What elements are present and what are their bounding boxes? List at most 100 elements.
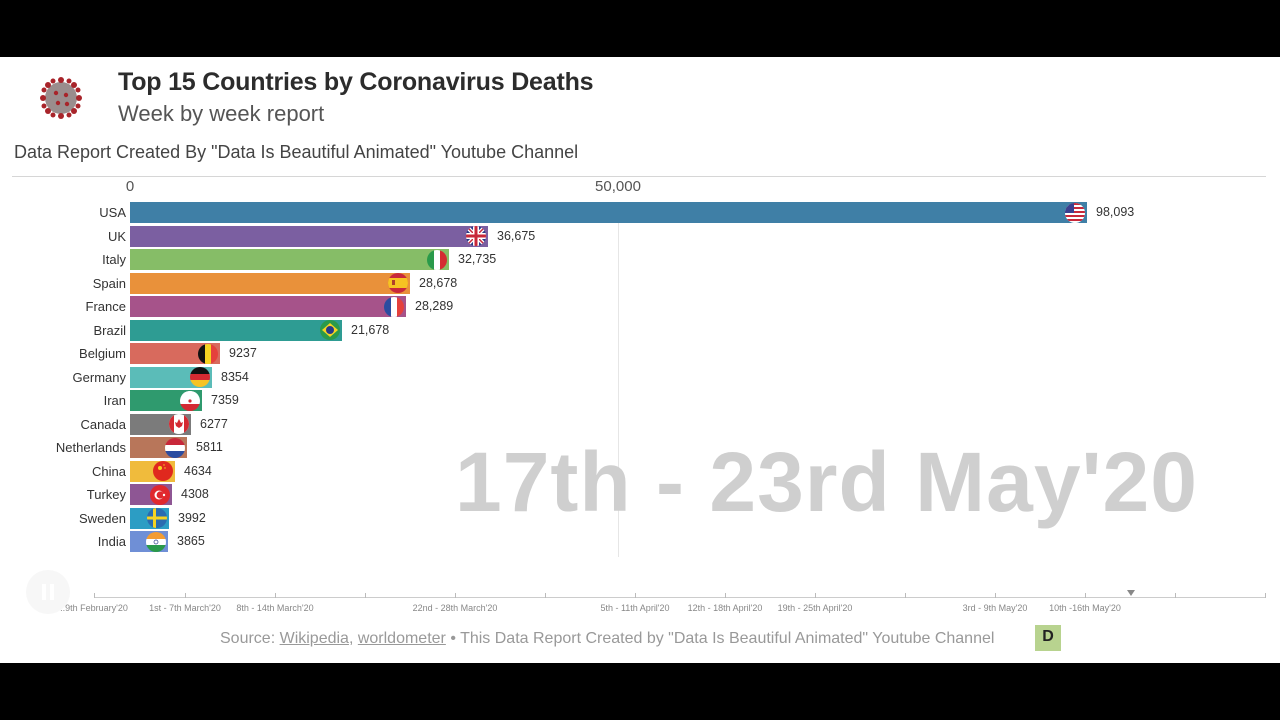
chart-title: Top 15 Countries by Coronavirus Deaths: [118, 68, 594, 96]
header-divider: [12, 176, 1266, 177]
timeline-tick: [275, 593, 276, 598]
current-position-marker-icon[interactable]: [1127, 590, 1135, 596]
row-label-uk: UK: [107, 228, 126, 244]
channel-logo: D: [1035, 625, 1061, 651]
bar-france: [130, 296, 406, 317]
brazil-flag-icon: [320, 320, 340, 340]
timeline-label[interactable]: 22nd - 28th March'20: [412, 603, 498, 613]
bar-canada: [130, 413, 191, 435]
value-label-germany: 8354: [221, 369, 249, 384]
row-label-iran: Iran: [103, 393, 126, 408]
timeline-tick: [635, 593, 636, 598]
canada-flag-icon: [169, 414, 189, 434]
value-label-india: 3865: [177, 534, 205, 548]
source-prefix: Source:: [220, 630, 280, 647]
row-label-brazil: Brazil: [93, 322, 126, 338]
value-label-france: 28,289: [415, 299, 454, 313]
row-label-india: India: [97, 534, 126, 549]
timeline-label[interactable]: 5th - 11th April'20: [600, 603, 670, 613]
row-label-france: France: [85, 299, 126, 314]
timeline-end-tick: [1265, 593, 1266, 598]
coronavirus-icon: [40, 77, 82, 119]
row-label-turkey: Turkey: [86, 487, 126, 502]
source-sep: ,: [348, 630, 358, 647]
worldometer-link[interactable]: worldometer: [357, 630, 446, 647]
row-label-sweden: Sweden: [79, 510, 126, 526]
bar-china: [130, 460, 175, 482]
timeline-label[interactable]: 8th - 14th March'20: [236, 603, 314, 613]
belgium-flag-icon: [198, 343, 218, 364]
spain-flag-icon: [388, 273, 408, 293]
row-label-italy: Italy: [102, 252, 126, 267]
bar-uk: [130, 225, 488, 247]
source-footer: Source: Wikipedia, worldometer • This Da…: [220, 630, 994, 648]
chart-subtitle: Week by week report: [118, 101, 325, 126]
timeline-tick: [815, 593, 816, 598]
turkey-flag-icon: [150, 484, 170, 505]
credit-line: Data Report Created By "Data Is Beautifu…: [14, 142, 579, 162]
row-label-usa: USA: [99, 205, 126, 220]
value-label-italy: 32,735: [458, 252, 497, 266]
row-label-canada: Canada: [80, 416, 126, 432]
value-label-sweden: 3992: [178, 510, 206, 525]
value-label-belgium: 9237: [229, 346, 257, 360]
timeline-label[interactable]: 1st - 7th March'20: [149, 603, 221, 613]
bar-germany: [130, 366, 212, 388]
value-label-iran: 7359: [211, 393, 239, 407]
pause-button[interactable]: [26, 570, 70, 614]
timeline-tick: [185, 593, 186, 598]
period-label: 17th - 23rd May'20: [455, 435, 1198, 529]
timeline-tick: [1085, 593, 1086, 598]
timeline-label[interactable]: 19th - 25th April'20: [777, 603, 853, 613]
timeline-tick: [455, 593, 456, 598]
bar-india: [130, 531, 168, 552]
netherlands-flag-icon: [165, 437, 185, 458]
bar-italy: [130, 249, 449, 270]
timeline-label[interactable]: 3rd - 9th May'20: [962, 603, 1028, 613]
uk-flag-icon: [466, 226, 486, 246]
india-flag-icon: [146, 531, 166, 552]
row-label-spain: Spain: [92, 275, 126, 291]
report-frame: Top 15 Countries by Coronavirus Deaths W…: [0, 57, 1280, 663]
source-suffix: • This Data Report Created by "Data Is B…: [445, 630, 995, 647]
value-label-canada: 6277: [200, 416, 228, 431]
bar-spain: [130, 272, 410, 294]
gridline-50000: [618, 202, 619, 557]
row-label-netherlands: Netherlands: [55, 440, 126, 455]
us-flag-icon: [1065, 202, 1085, 223]
timeline-label[interactable]: 12th - 18th April'20: [687, 603, 763, 613]
value-label-brazil: 21,678: [351, 322, 390, 337]
wikipedia-link[interactable]: Wikipedia: [279, 630, 349, 647]
timeline-label[interactable]: 10th -16th May'20: [1049, 603, 1121, 613]
italy-flag-icon: [427, 249, 447, 270]
bar-netherlands: [130, 437, 187, 458]
bar-brazil: [130, 319, 342, 341]
bar-turkey: [130, 484, 172, 505]
timeline-tick: [545, 593, 546, 598]
timeline-tick: [1175, 593, 1176, 598]
sweden-flag-icon: [147, 508, 167, 528]
value-label-spain: 28,678: [419, 275, 458, 290]
china-flag-icon: [153, 461, 173, 481]
value-label-usa: 98,093: [1096, 205, 1135, 219]
timeline-tick: [995, 593, 996, 598]
timeline-tick: [94, 593, 95, 598]
timeline-label[interactable]: ..9th February'20: [60, 603, 128, 613]
timeline-tick: [365, 593, 366, 598]
bar-usa: [130, 202, 1087, 223]
timeline-tick: [725, 593, 726, 598]
bar-belgium: [130, 343, 220, 364]
timeline-track[interactable]: [94, 597, 1266, 598]
row-label-belgium: Belgium: [79, 346, 126, 361]
axis-tick-0: 0: [125, 178, 135, 195]
value-label-uk: 36,675: [497, 228, 536, 243]
germany-flag-icon: [190, 367, 210, 387]
value-label-turkey: 4308: [181, 487, 209, 501]
value-label-china: 4634: [184, 463, 212, 478]
bar-iran: [130, 390, 202, 411]
timeline-tick: [905, 593, 906, 598]
iran-flag-icon: [180, 390, 200, 411]
axis-tick-50000: 50,000: [595, 178, 641, 195]
bar-sweden: [130, 507, 169, 529]
row-label-china: China: [92, 463, 126, 479]
